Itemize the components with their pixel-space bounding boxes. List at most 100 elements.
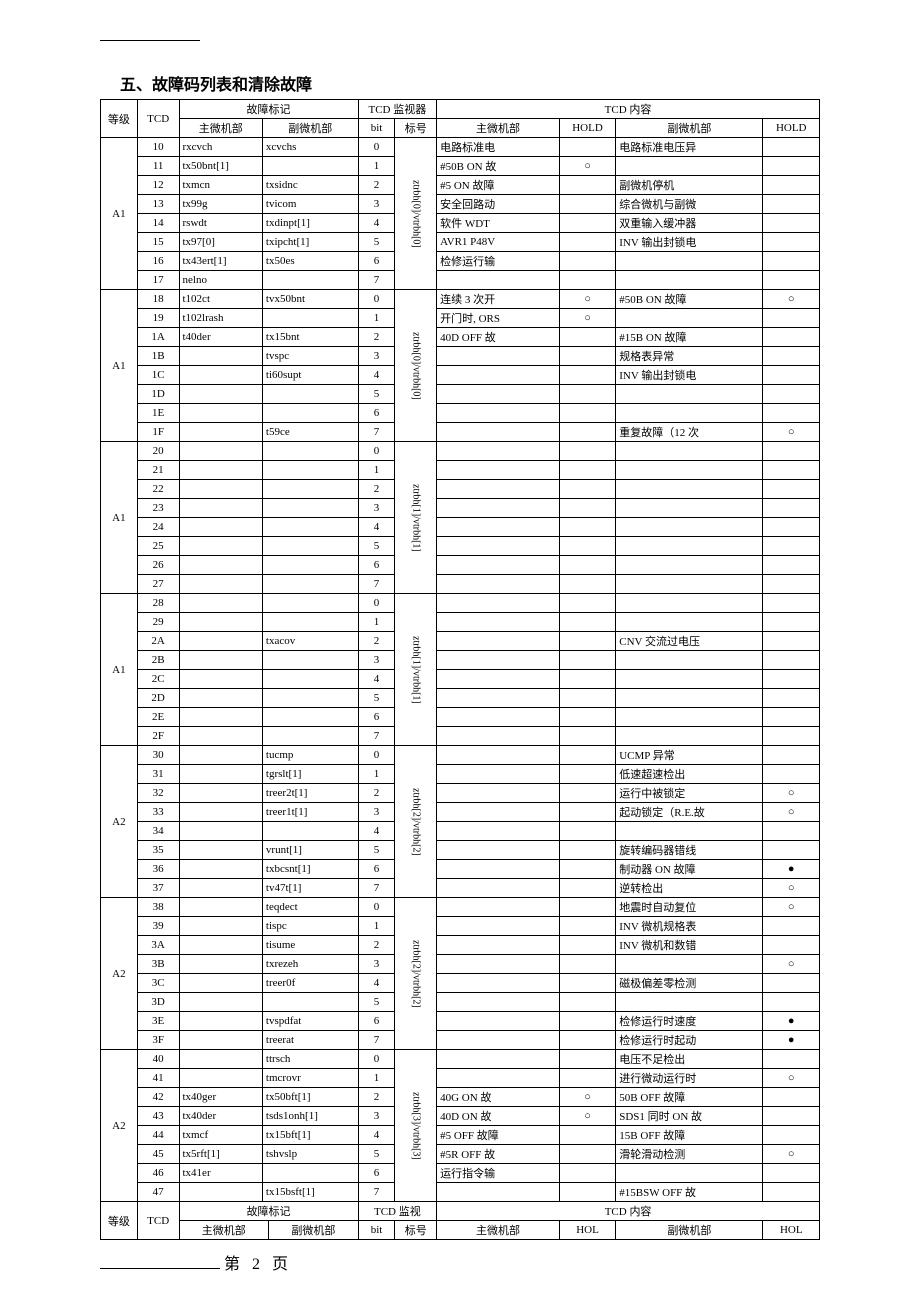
content-main-cell: [437, 898, 560, 917]
bit-cell: 0: [358, 898, 395, 917]
hold1-cell: [559, 195, 615, 214]
mark-cell: ztrbh[1]/vtrbh[1]: [395, 594, 437, 746]
bit-cell: 6: [358, 404, 395, 423]
hdr-tcd-content: TCD 内容: [437, 100, 820, 119]
page-footer: 第 2 页: [100, 1250, 820, 1274]
bit-cell: 0: [358, 138, 395, 157]
hold2-cell: ○: [763, 1145, 820, 1164]
hold2-cell: [763, 1088, 820, 1107]
table-row: 1Cti60supt4INV 输出封锁电: [101, 366, 820, 385]
bit-cell: 2: [358, 176, 395, 195]
content-main-cell: [437, 1012, 560, 1031]
sub-cell: tvspdfat: [262, 1012, 358, 1031]
hold1-cell: [559, 917, 615, 936]
tcd-cell: 24: [137, 518, 179, 537]
table-row: 344: [101, 822, 820, 841]
tcd-cell: 36: [137, 860, 179, 879]
table-row: 291: [101, 613, 820, 632]
main-cell: [179, 556, 262, 575]
fhdr-hol1: HOL: [559, 1221, 615, 1240]
bit-cell: 3: [358, 499, 395, 518]
content-main-cell: [437, 1050, 560, 1069]
main-cell: [179, 993, 262, 1012]
content-main-cell: [437, 822, 560, 841]
content-sub-cell: [616, 404, 763, 423]
level-cell: A1: [101, 442, 138, 594]
sub-cell: tv47t[1]: [262, 879, 358, 898]
content-sub-cell: [616, 708, 763, 727]
bit-cell: 4: [358, 1126, 395, 1145]
hold2-cell: ●: [763, 1012, 820, 1031]
content-main-cell: [437, 1069, 560, 1088]
bit-cell: 0: [358, 746, 395, 765]
bit-cell: 4: [358, 518, 395, 537]
sub-cell: [262, 309, 358, 328]
tcd-cell: 46: [137, 1164, 179, 1183]
table-row: A230tucmp0ztrbh[2]/vtrbh[2]UCMP 异常: [101, 746, 820, 765]
sub-cell: tx50es: [262, 252, 358, 271]
sub-cell: tvx50bnt: [262, 290, 358, 309]
content-main-cell: [437, 594, 560, 613]
content-main-cell: [437, 670, 560, 689]
tcd-cell: 22: [137, 480, 179, 499]
hold1-cell: [559, 271, 615, 290]
hdr-fault-mark: 故障标记: [179, 100, 358, 119]
hold2-cell: [763, 1126, 820, 1145]
hdr-bit: bit: [358, 119, 395, 138]
hold1-cell: ○: [559, 309, 615, 328]
content-main-cell: [437, 841, 560, 860]
content-main-cell: [437, 917, 560, 936]
main-cell: tx50bnt[1]: [179, 157, 262, 176]
footer-header-table: 等级 TCD 故障标记 TCD 监视 TCD 内容 主微机部 副微机部 bit …: [100, 1201, 820, 1240]
tcd-cell: 23: [137, 499, 179, 518]
fhdr-hol2: HOL: [763, 1221, 820, 1240]
tcd-cell: 3A: [137, 936, 179, 955]
hold2-cell: [763, 252, 820, 271]
hold1-cell: [559, 651, 615, 670]
hold1-cell: [559, 1031, 615, 1050]
bit-cell: 1: [358, 461, 395, 480]
main-cell: [179, 727, 262, 746]
bit-cell: 7: [358, 879, 395, 898]
sub-cell: [262, 670, 358, 689]
hold2-cell: ○: [763, 423, 820, 442]
main-cell: txmcn: [179, 176, 262, 195]
tcd-cell: 43: [137, 1107, 179, 1126]
bit-cell: 3: [358, 803, 395, 822]
content-main-cell: [437, 765, 560, 784]
fhdr-fault-mark: 故障标记: [179, 1202, 358, 1221]
table-row: 43tx40dertsds1onh[1]340D ON 故○SDS1 同时 ON…: [101, 1107, 820, 1126]
content-main-cell: [437, 746, 560, 765]
tcd-cell: 2C: [137, 670, 179, 689]
main-cell: tx40der: [179, 1107, 262, 1126]
content-sub-cell: 旋转编码器错线: [616, 841, 763, 860]
tcd-cell: 1A: [137, 328, 179, 347]
hold2-cell: ●: [763, 860, 820, 879]
bit-cell: 2: [358, 328, 395, 347]
hold1-cell: [559, 879, 615, 898]
tcd-cell: 26: [137, 556, 179, 575]
tcd-cell: 39: [137, 917, 179, 936]
hold2-cell: ●: [763, 1031, 820, 1050]
bit-cell: 6: [358, 1164, 395, 1183]
hold1-cell: [559, 1069, 615, 1088]
content-main-cell: 开门时, ORS: [437, 309, 560, 328]
bit-cell: 1: [358, 917, 395, 936]
content-main-cell: [437, 480, 560, 499]
content-sub-cell: 制动器 ON 故障: [616, 860, 763, 879]
main-cell: t102lrash: [179, 309, 262, 328]
hold2-cell: ○: [763, 1069, 820, 1088]
main-cell: [179, 1069, 262, 1088]
hold1-cell: [559, 784, 615, 803]
main-cell: txmcf: [179, 1126, 262, 1145]
content-main-cell: #5 ON 故障: [437, 176, 560, 195]
content-main-cell: 运行指令输: [437, 1164, 560, 1183]
hold2-cell: [763, 632, 820, 651]
bit-cell: 2: [358, 1088, 395, 1107]
main-cell: [179, 917, 262, 936]
bit-cell: 3: [358, 651, 395, 670]
hold1-cell: [559, 860, 615, 879]
sub-cell: tvicom: [262, 195, 358, 214]
content-sub-cell: 电路标准电压异: [616, 138, 763, 157]
tcd-cell: 1C: [137, 366, 179, 385]
